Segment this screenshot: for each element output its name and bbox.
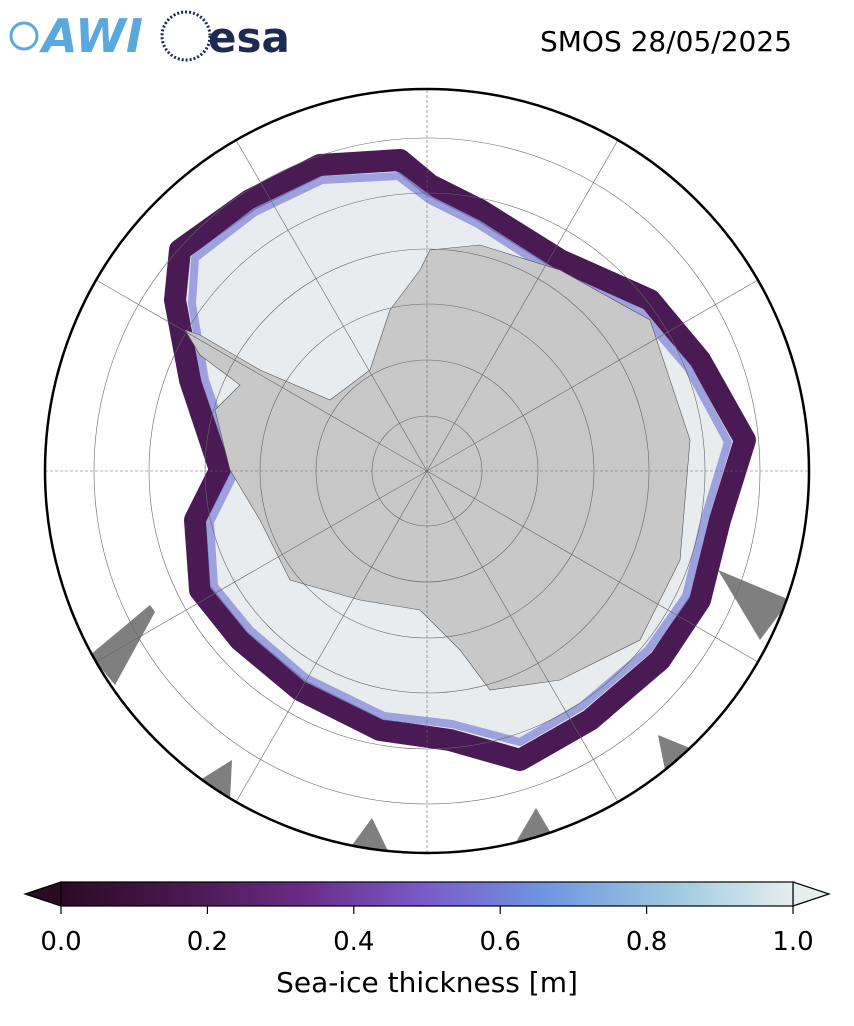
- tick-label: 0.4: [333, 927, 374, 957]
- tick-label: 0.8: [626, 927, 667, 957]
- graticule: [45, 89, 809, 853]
- logo-text: esa: [208, 13, 290, 62]
- colorbar-label: Sea-ice thickness [m]: [276, 966, 578, 999]
- map-boundary: [43, 87, 811, 855]
- colorbar: 0.0 0.2 0.4 0.6 0.8 1.0: [23, 881, 831, 957]
- colorbar-bar: [60, 881, 794, 907]
- tick-label: 0.6: [480, 927, 521, 957]
- map-title: SMOS 28/05/2025: [540, 25, 792, 58]
- logo-text: AWI: [39, 9, 143, 63]
- tick-label: 0.2: [187, 927, 228, 957]
- map: [45, 89, 809, 853]
- esa-logo: esa: [160, 10, 290, 62]
- tick-label: 0.0: [40, 927, 81, 957]
- antarctica: [184, 244, 691, 691]
- tick-label: 1.0: [772, 927, 813, 957]
- awi-logo: AWI: [9, 9, 143, 63]
- colorbar-extend: [23, 881, 62, 907]
- data-gap: [90, 570, 790, 853]
- colorbar-extend: [792, 881, 831, 907]
